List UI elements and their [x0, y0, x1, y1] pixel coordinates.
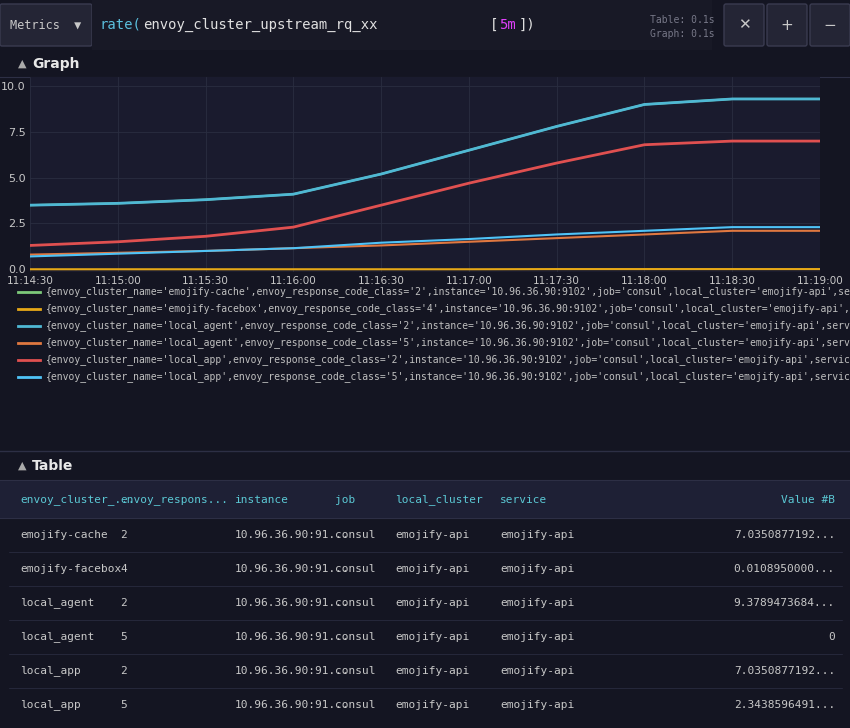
Text: 7.0350877192...: 7.0350877192... — [734, 530, 835, 540]
Text: rate(: rate( — [100, 18, 142, 32]
Text: ]): ]) — [519, 18, 536, 32]
Text: emojify-facebox: emojify-facebox — [20, 564, 122, 574]
FancyBboxPatch shape — [767, 4, 807, 46]
Text: consul: consul — [335, 666, 376, 676]
Text: Table: 0.1s: Table: 0.1s — [650, 15, 715, 25]
Text: emojify-api: emojify-api — [395, 666, 469, 676]
Text: local_app: local_app — [20, 700, 81, 711]
Text: consul: consul — [335, 564, 376, 574]
Text: {envoy_cluster_name='local_app',envoy_response_code_class='2',instance='10.96.36: {envoy_cluster_name='local_app',envoy_re… — [46, 355, 850, 365]
Text: 5m: 5m — [499, 18, 516, 32]
Text: emojify-api: emojify-api — [500, 530, 575, 540]
Text: Metrics  ▼: Metrics ▼ — [10, 18, 82, 31]
Text: Value #B: Value #B — [781, 495, 835, 505]
Text: {envoy_cluster_name='emojify-cache',envoy_response_code_class='2',instance='10.9: {envoy_cluster_name='emojify-cache',envo… — [46, 287, 850, 298]
Text: emojify-api: emojify-api — [500, 666, 575, 676]
Text: consul: consul — [335, 632, 376, 642]
Text: ✕: ✕ — [738, 17, 751, 33]
Text: ▲: ▲ — [18, 461, 26, 471]
Text: emojify-api: emojify-api — [395, 530, 469, 540]
Text: 2: 2 — [120, 666, 127, 676]
Bar — [0, 480, 850, 518]
Text: emojify-cache: emojify-cache — [20, 530, 108, 540]
Text: Graph: 0.1s: Graph: 0.1s — [650, 29, 715, 39]
Text: −: − — [824, 17, 836, 33]
Text: [: [ — [490, 18, 498, 32]
Text: 10.96.36.90:91...: 10.96.36.90:91... — [235, 700, 349, 710]
FancyBboxPatch shape — [0, 4, 92, 46]
Text: 10.96.36.90:91...: 10.96.36.90:91... — [235, 666, 349, 676]
Bar — [92, 0, 712, 50]
Text: {envoy_cluster_name='local_agent',envoy_response_code_class='2',instance='10.96.: {envoy_cluster_name='local_agent',envoy_… — [46, 320, 850, 331]
Text: instance: instance — [235, 495, 289, 505]
Text: consul: consul — [335, 700, 376, 710]
Text: consul: consul — [335, 598, 376, 608]
Text: Table: Table — [32, 459, 73, 473]
FancyBboxPatch shape — [810, 4, 850, 46]
Text: +: + — [780, 17, 793, 33]
Text: job: job — [335, 495, 355, 505]
Text: 10.96.36.90:91...: 10.96.36.90:91... — [235, 598, 349, 608]
Text: ▲: ▲ — [18, 59, 26, 69]
Text: {envoy_cluster_name='local_agent',envoy_response_code_class='5',instance='10.96.: {envoy_cluster_name='local_agent',envoy_… — [46, 338, 850, 349]
Text: envoy_cluster_upstream_rq_xx: envoy_cluster_upstream_rq_xx — [143, 18, 377, 32]
Text: consul: consul — [335, 530, 376, 540]
Text: local_agent: local_agent — [20, 598, 94, 609]
Text: emojify-api: emojify-api — [500, 632, 575, 642]
Text: 2.3438596491...: 2.3438596491... — [734, 700, 835, 710]
Text: emojify-api: emojify-api — [395, 598, 469, 608]
Text: 2: 2 — [120, 598, 127, 608]
Text: 10.96.36.90:91...: 10.96.36.90:91... — [235, 632, 349, 642]
Text: emojify-api: emojify-api — [395, 564, 469, 574]
Text: 0.0108950000...: 0.0108950000... — [734, 564, 835, 574]
Text: 10.96.36.90:91...: 10.96.36.90:91... — [235, 530, 349, 540]
Text: 7.0350877192...: 7.0350877192... — [734, 666, 835, 676]
Text: service: service — [500, 495, 547, 505]
Text: envoy_cluster_...: envoy_cluster_... — [20, 494, 135, 505]
Text: local_cluster: local_cluster — [395, 494, 483, 505]
FancyBboxPatch shape — [724, 4, 764, 46]
Text: {envoy_cluster_name='local_app',envoy_response_code_class='5',instance='10.96.36: {envoy_cluster_name='local_app',envoy_re… — [46, 371, 850, 382]
Text: Graph: Graph — [32, 57, 80, 71]
Text: emojify-api: emojify-api — [500, 564, 575, 574]
Text: local_agent: local_agent — [20, 632, 94, 642]
Text: 4: 4 — [120, 564, 127, 574]
Text: 5: 5 — [120, 700, 127, 710]
Text: 5: 5 — [120, 632, 127, 642]
Text: 0: 0 — [828, 632, 835, 642]
Text: 9.3789473684...: 9.3789473684... — [734, 598, 835, 608]
Text: emojify-api: emojify-api — [500, 598, 575, 608]
Text: {envoy_cluster_name='emojify-facebox',envoy_response_code_class='4',instance='10: {envoy_cluster_name='emojify-facebox',en… — [46, 304, 850, 314]
Text: 10.96.36.90:91...: 10.96.36.90:91... — [235, 564, 349, 574]
Text: 2: 2 — [120, 530, 127, 540]
Text: envoy_respons...: envoy_respons... — [120, 495, 228, 505]
Text: local_app: local_app — [20, 665, 81, 676]
Text: emojify-api: emojify-api — [395, 632, 469, 642]
Text: emojify-api: emojify-api — [500, 700, 575, 710]
Text: emojify-api: emojify-api — [395, 700, 469, 710]
